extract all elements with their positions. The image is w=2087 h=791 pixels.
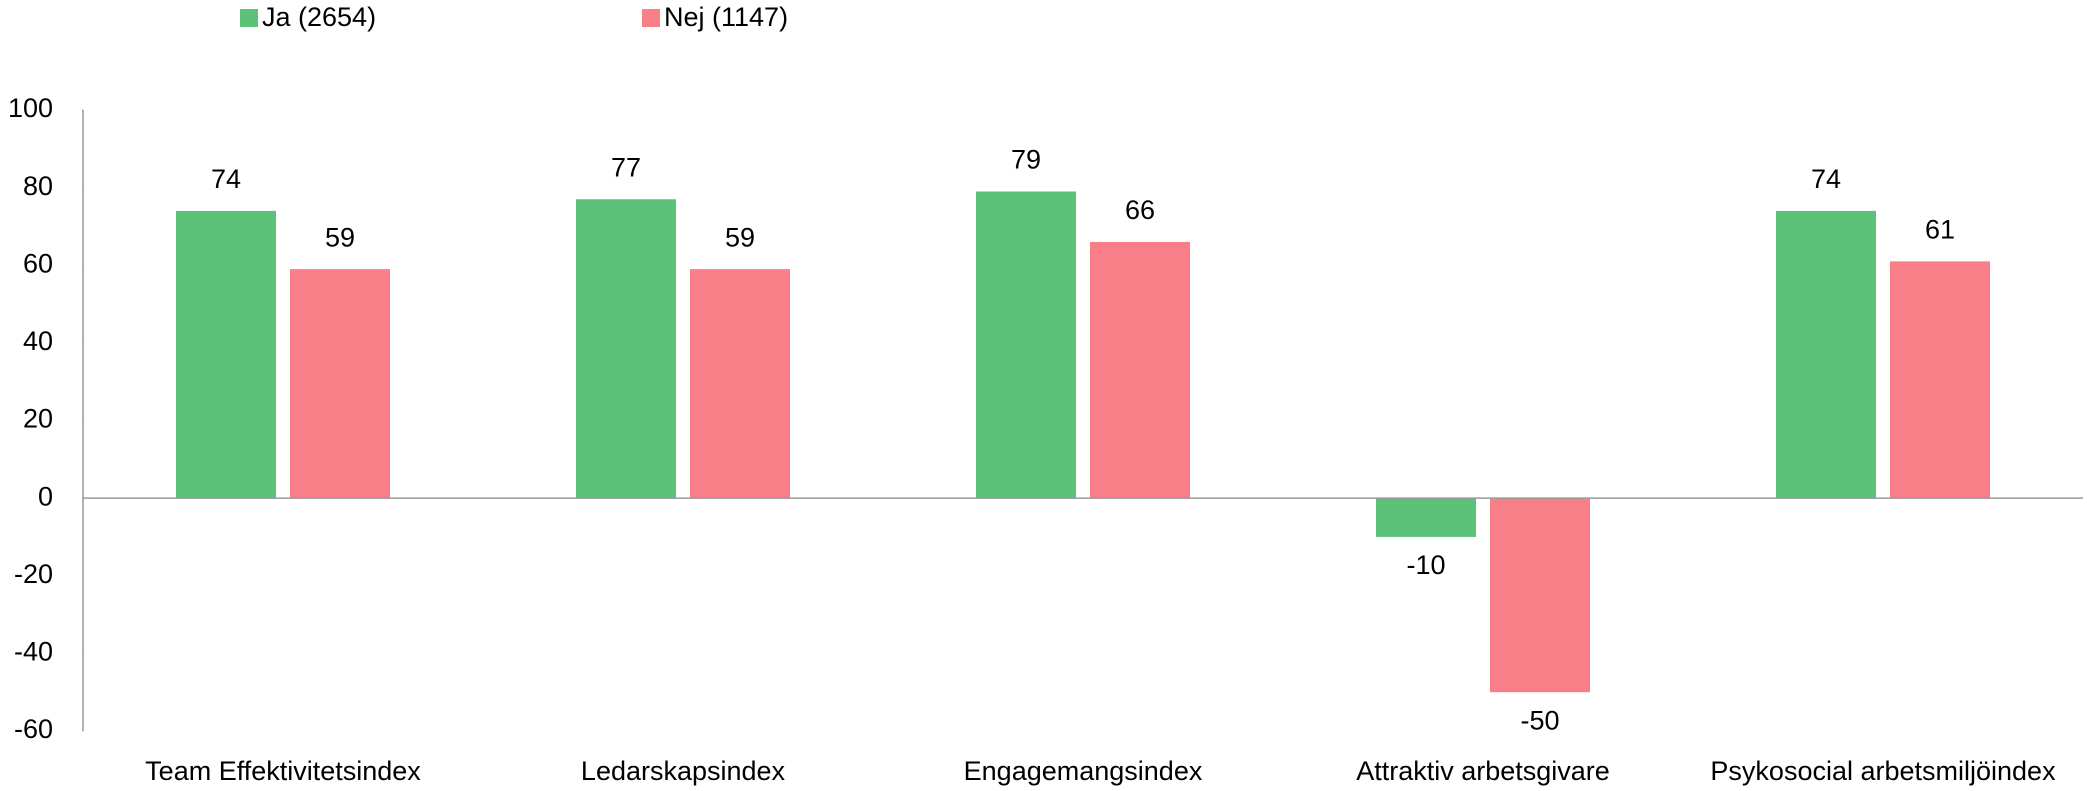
legend-label: Ja (2654) [262,2,376,32]
x-tick-label: Engagemangsindex [964,756,1203,786]
y-tick-label: 100 [8,93,53,123]
bar [976,191,1076,499]
x-tick-label: Team Effektivitetsindex [145,756,421,786]
bar [576,199,676,499]
bar [1090,241,1190,499]
y-tick-label: 40 [23,326,53,356]
y-tick-label: 80 [23,171,53,201]
data-label: 74 [1811,164,1841,194]
data-label: -10 [1406,550,1445,580]
bar [1376,498,1476,537]
y-tick-label: -20 [14,559,53,589]
y-tick-label: 20 [23,404,53,434]
y-tick-label: -40 [14,637,53,667]
data-label: 77 [611,152,641,182]
bar [1776,210,1876,499]
y-tick-label: 60 [23,248,53,278]
bar [1890,261,1990,499]
y-tick-label: 0 [38,481,53,511]
data-label: 79 [1011,145,1041,175]
x-tick-label: Ledarskapsindex [581,756,786,786]
bar [176,210,276,499]
bar [1490,498,1590,693]
y-tick-label: -60 [14,714,53,744]
legend-swatch [240,9,258,27]
data-label: 66 [1125,195,1155,225]
bar [690,269,790,499]
bar [290,269,390,499]
data-label: 59 [725,222,755,252]
data-label: -50 [1520,705,1559,735]
legend-swatch [642,9,660,27]
legend-label: Nej (1147) [664,2,788,32]
x-tick-label: Psykosocial arbetsmiljöindex [1710,756,2056,786]
data-label: 61 [1925,214,1955,244]
data-label: 74 [211,164,241,194]
data-label: 59 [325,222,355,252]
x-tick-label: Attraktiv arbetsgivare [1356,756,1610,786]
